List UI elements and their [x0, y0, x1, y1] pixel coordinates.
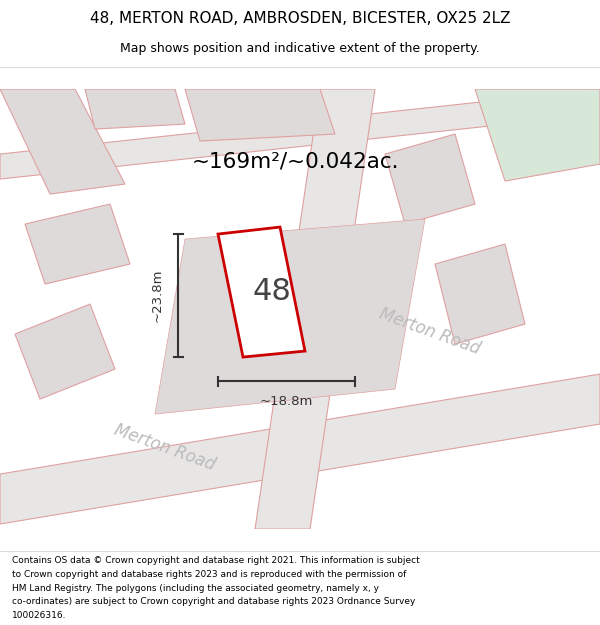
Polygon shape — [435, 244, 525, 344]
Text: ~23.8m: ~23.8m — [151, 269, 164, 322]
Text: to Crown copyright and database rights 2023 and is reproduced with the permissio: to Crown copyright and database rights 2… — [12, 570, 406, 579]
Text: co-ordinates) are subject to Crown copyright and database rights 2023 Ordnance S: co-ordinates) are subject to Crown copyr… — [12, 598, 415, 606]
Polygon shape — [0, 89, 600, 179]
Text: ~18.8m: ~18.8m — [260, 395, 313, 408]
Text: Map shows position and indicative extent of the property.: Map shows position and indicative extent… — [120, 42, 480, 54]
Text: Merton Road: Merton Road — [377, 304, 483, 358]
Text: Contains OS data © Crown copyright and database right 2021. This information is : Contains OS data © Crown copyright and d… — [12, 556, 420, 566]
Polygon shape — [25, 204, 130, 284]
Polygon shape — [155, 219, 425, 414]
Text: 100026316.: 100026316. — [12, 611, 67, 620]
Polygon shape — [385, 134, 475, 224]
Polygon shape — [218, 227, 305, 357]
Text: ~169m²/~0.042ac.: ~169m²/~0.042ac. — [191, 151, 399, 171]
Polygon shape — [255, 89, 375, 529]
Polygon shape — [85, 89, 185, 129]
Polygon shape — [185, 89, 335, 141]
Polygon shape — [0, 374, 600, 524]
Polygon shape — [475, 89, 600, 181]
Text: Merton Road: Merton Road — [112, 421, 218, 474]
Text: 48, MERTON ROAD, AMBROSDEN, BICESTER, OX25 2LZ: 48, MERTON ROAD, AMBROSDEN, BICESTER, OX… — [90, 11, 510, 26]
Polygon shape — [0, 89, 125, 194]
Text: 48: 48 — [253, 276, 292, 306]
Text: HM Land Registry. The polygons (including the associated geometry, namely x, y: HM Land Registry. The polygons (includin… — [12, 584, 379, 592]
Polygon shape — [15, 304, 115, 399]
